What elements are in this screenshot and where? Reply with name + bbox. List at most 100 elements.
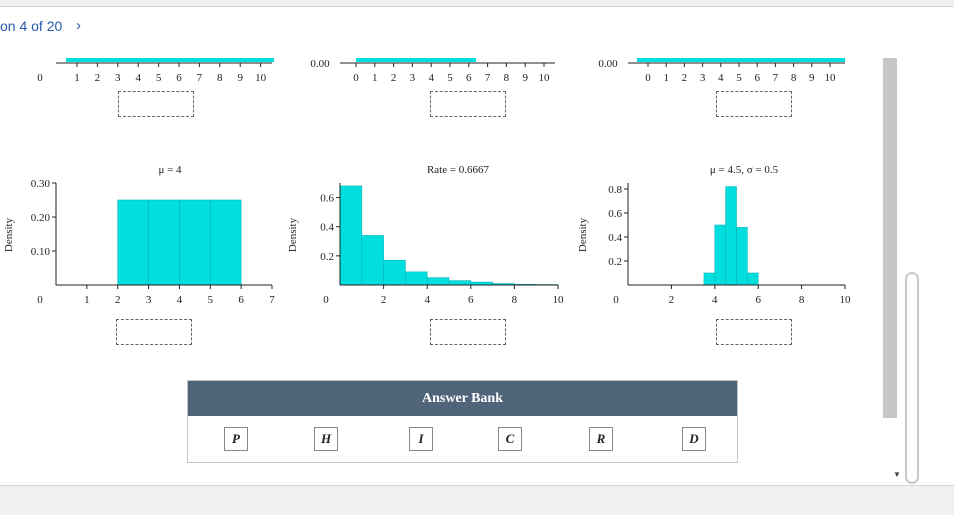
chart2-zero-label: 0 [323,294,329,306]
chart1-x-tick-label: 6 [238,294,244,306]
answer-bank: Answer Bank P H I C R D [187,380,738,463]
chart2-y-axis-label: Density [287,217,299,252]
top-left-x-tick-label: 4 [135,72,141,84]
chart2-title: Rate = 0.6667 [427,164,490,176]
chart2-x-tick-label: 6 [468,294,474,306]
chart2-bar [361,235,384,286]
chart3-bar [714,224,726,286]
chart3-bar [703,272,716,286]
drop-target-top-left[interactable] [118,91,194,117]
chart2-x-tick-label: 2 [381,294,387,306]
chart3-y-axis-label: Density [577,217,589,252]
top-right-x-tick-label: 4 [718,72,724,84]
chart2-bar [339,185,363,286]
answer-tile-i[interactable]: I [409,427,433,451]
top-middle-x-tick-label: 4 [428,72,434,84]
answer-bank-title: Answer Bank [188,381,737,416]
chart1-x-tick-label: 2 [115,294,121,306]
top-right-x-tick-label: 10 [825,72,837,84]
chart2-y-tick-label: 0.2 [320,251,334,263]
top-left-x-tick-label: 10 [255,72,267,84]
chart3-x-tick-label: 10 [840,294,852,306]
answer-tile-r[interactable]: R [589,427,613,451]
chart1-x-tick-label: 1 [84,294,90,306]
top-left-bar-strip [66,58,274,62]
top-left-x-tick-label: 7 [197,72,203,84]
chart1-bar [117,199,149,286]
chart1-zero-label: 0 [37,294,43,306]
chart3-x-tick-label: 4 [712,294,718,306]
chart2-bar [448,280,472,286]
top-right-bar-strip [637,58,845,62]
top-left-x-tick-label: 3 [115,72,121,84]
question-counter: on 4 of 20 [0,18,63,34]
top-left-x-tick-label: 9 [237,72,243,84]
top-middle-x-tick-label: 7 [485,72,491,84]
chart2-x-tick-label: 8 [512,294,518,306]
top-right-x-tick-label: 3 [700,72,706,84]
chart2-x-tick-label: 10 [553,294,565,306]
chart1-y-tick-label: 0.10 [31,246,51,258]
chart1-bar [148,199,180,286]
chart3-y-tick-label: 0.2 [608,256,622,268]
chart1-title: μ = 4 [158,164,182,176]
top-right-x-tick-label: 8 [791,72,797,84]
chart1-y-tick-label: 0.20 [31,212,51,224]
top-left-x-tick-label: 6 [176,72,182,84]
top-left-x-tick-label: 1 [74,72,80,84]
chart3-x-tick-label: 8 [799,294,805,306]
chart1-y-tick-label: 0.30 [31,178,51,190]
chart3-x-tick-label: 2 [669,294,675,306]
top-middle-x-tick-label: 8 [504,72,510,84]
chart2-y-tick-label: 0.4 [320,222,334,234]
chart3-zero-label: 0 [613,294,619,306]
chart1-bar [209,199,242,286]
drop-target-uniform[interactable] [116,319,192,345]
top-left-x-tick-label: 5 [156,72,162,84]
page-scrollbar-thumb[interactable] [905,272,919,484]
drop-target-top-right[interactable] [716,91,792,117]
chart3-y-tick-label: 0.4 [608,232,622,244]
top-right-x-tick-label: 9 [809,72,815,84]
chart3-x-tick-label: 6 [755,294,761,306]
answer-tile-h[interactable]: H [314,427,338,451]
content-scrollbar[interactable] [883,58,897,418]
chart1-y-axis-label: Density [3,217,15,252]
top-middle-x-tick-label: 5 [447,72,453,84]
answer-tile-p[interactable]: P [224,427,248,451]
top-middle-x-tick-label: 6 [466,72,472,84]
top-middle-bar-strip [356,58,476,62]
top-left-x-tick-label: 2 [95,72,101,84]
chart3-bar [747,272,759,286]
chart2-bar [383,259,406,286]
scroll-down-arrow-icon[interactable]: ▼ [893,470,901,479]
chart1-x-tick-label: 7 [269,294,275,306]
chart2-bar [426,277,450,286]
chart3-bar [725,186,737,286]
top-right-x-tick-label: 0 [645,72,651,84]
chart3-y-tick-label: 0.8 [608,184,622,196]
top-middle-zero-label: 0.00 [310,58,330,70]
top-left-zero-label: 0 [37,72,43,84]
chart3-bar [736,227,748,286]
answer-tile-d[interactable]: D [682,427,706,451]
top-right-x-tick-label: 1 [663,72,669,84]
chart2-x-tick-label: 4 [424,294,430,306]
top-right-x-tick-label: 7 [773,72,779,84]
top-right-x-tick-label: 6 [754,72,760,84]
top-middle-x-tick-label: 9 [522,72,528,84]
chart1-x-tick-label: 5 [208,294,214,306]
top-middle-x-tick-label: 3 [410,72,416,84]
answer-tile-c[interactable]: C [498,427,522,451]
drop-target-top-middle[interactable] [430,91,506,117]
drop-target-exponential[interactable] [430,319,506,345]
top-middle-x-tick-label: 1 [372,72,378,84]
drop-target-normal[interactable] [716,319,792,345]
top-middle-x-tick-label: 2 [391,72,397,84]
next-question-icon[interactable]: › [76,17,81,34]
top-right-zero-label: 0.00 [598,58,618,70]
chart3-title: μ = 4.5, σ = 0.5 [710,164,779,176]
top-right-x-tick-label: 5 [736,72,742,84]
top-middle-x-tick-label: 10 [539,72,551,84]
